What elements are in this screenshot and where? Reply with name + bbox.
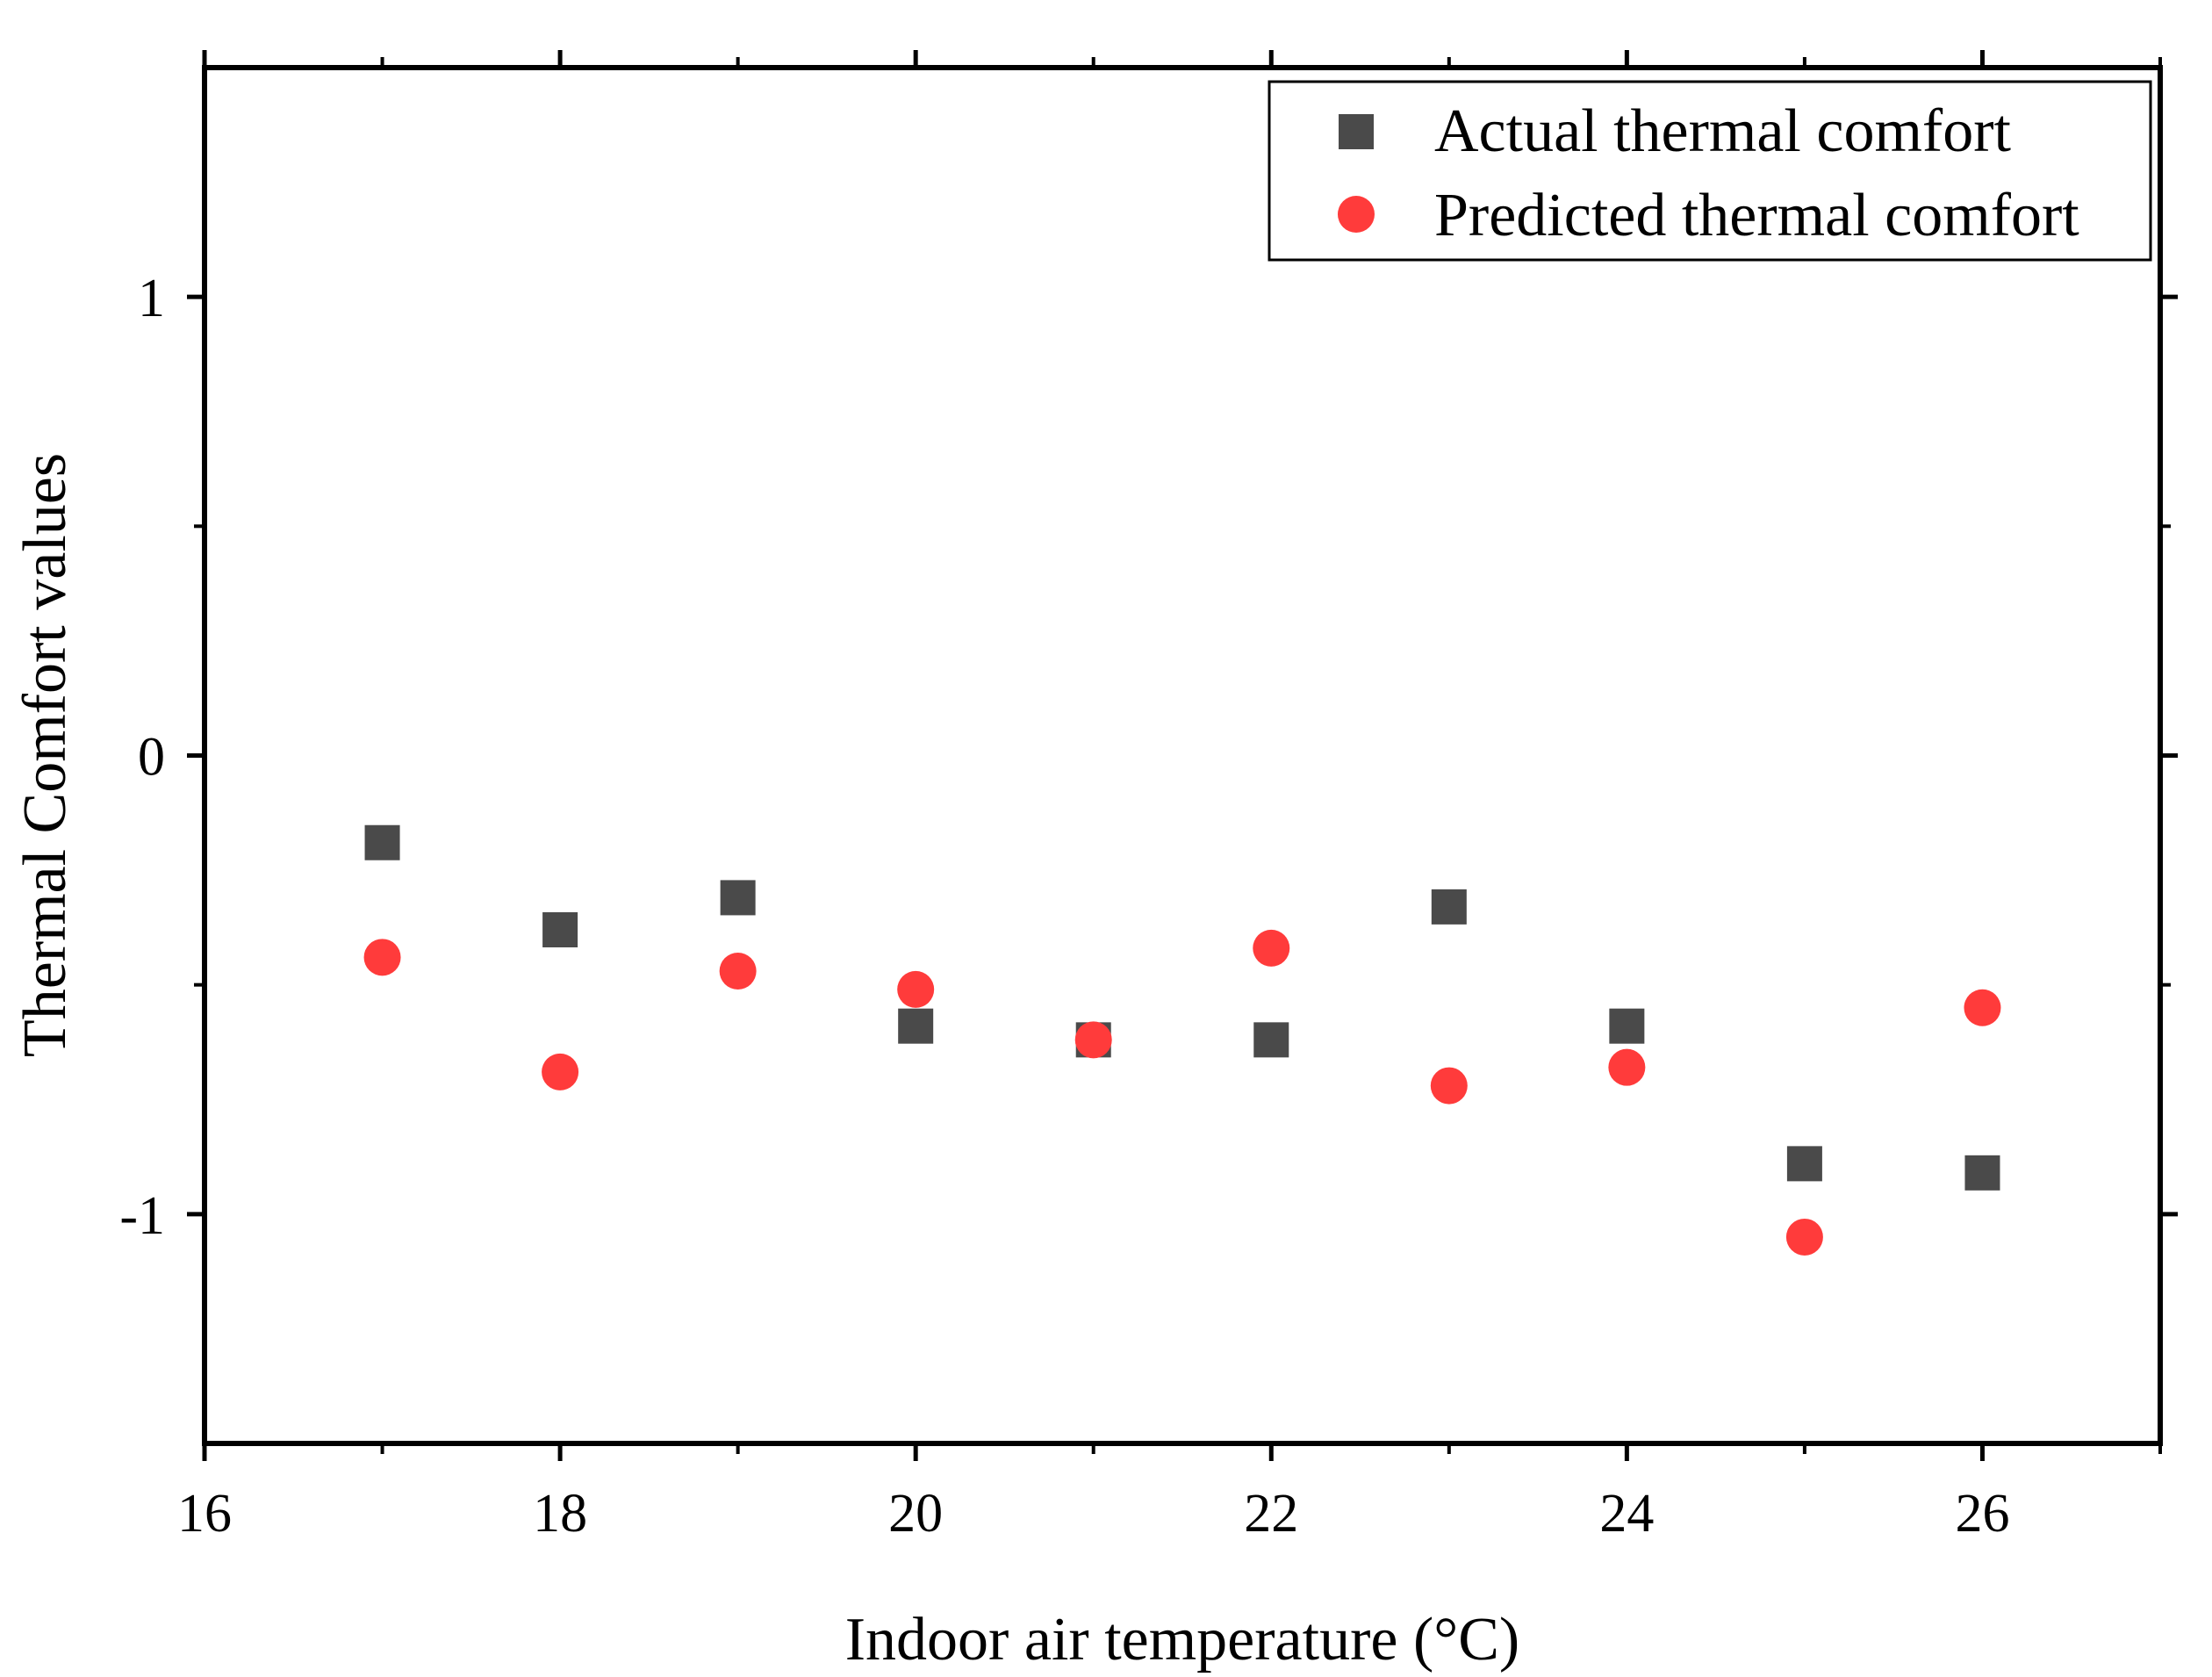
x-tick-label: 26 xyxy=(1955,1484,2009,1544)
actual-comfort-point xyxy=(1431,889,1467,925)
legend-label-actual: Actual thermal comfort xyxy=(1434,97,2012,165)
actual-comfort-point xyxy=(1786,1146,1822,1182)
actual-comfort-point xyxy=(1253,1022,1289,1058)
y-tick-label: 0 xyxy=(138,728,165,788)
y-tick-labels: -1 0 1 xyxy=(119,269,165,1246)
legend-marker-actual xyxy=(1339,114,1374,149)
predicted-comfort-point xyxy=(897,970,935,1008)
legend-box xyxy=(1268,80,2152,262)
y-tick-label: -1 xyxy=(119,1186,165,1246)
x-tick-label: 22 xyxy=(1244,1484,1298,1544)
y-tick-label: 1 xyxy=(138,269,165,328)
x-tick-label: 16 xyxy=(177,1484,232,1544)
x-tick-label: 20 xyxy=(888,1484,943,1544)
x-axis-title: Indoor air temperature (°C) xyxy=(845,1606,1520,1673)
predicted-comfort-point xyxy=(1964,989,2001,1026)
actual-comfort-point xyxy=(1964,1155,2000,1191)
axis-ticks xyxy=(187,50,2178,1461)
actual-comfort-point xyxy=(542,911,578,947)
predicted-comfort-point xyxy=(363,939,401,976)
x-tick-labels: 16 18 20 22 24 26 xyxy=(177,1484,2009,1544)
actual-comfort-point xyxy=(898,1008,934,1044)
predicted-comfort-point xyxy=(1608,1048,1646,1086)
predicted-comfort-point xyxy=(1430,1067,1468,1105)
predicted-comfort-point xyxy=(1785,1218,1823,1256)
actual-comfort-point xyxy=(364,824,400,860)
x-tick-label: 24 xyxy=(1599,1484,1654,1544)
predicted-comfort-point xyxy=(719,952,757,990)
x-tick-label: 18 xyxy=(533,1484,587,1544)
predicted-comfort-point xyxy=(1074,1021,1112,1059)
y-axis-title: Thermal Comfort values xyxy=(11,453,79,1057)
plot-frame xyxy=(202,65,2163,1446)
legend-label-predicted: Predicted thermal comfort xyxy=(1434,182,2079,249)
actual-comfort-point xyxy=(720,880,756,916)
data-markers xyxy=(363,824,2001,1256)
predicted-comfort-point xyxy=(1253,929,1290,967)
predicted-comfort-point xyxy=(542,1053,579,1090)
legend-marker-predicted xyxy=(1338,196,1375,233)
legend: Actual thermal comfort Predicted thermal… xyxy=(1268,80,2152,262)
actual-comfort-point xyxy=(1609,1008,1645,1044)
